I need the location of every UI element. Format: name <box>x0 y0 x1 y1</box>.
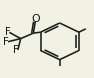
Text: F: F <box>3 37 9 47</box>
Text: F: F <box>13 45 19 55</box>
Text: O: O <box>31 14 40 24</box>
Text: F: F <box>5 27 11 37</box>
